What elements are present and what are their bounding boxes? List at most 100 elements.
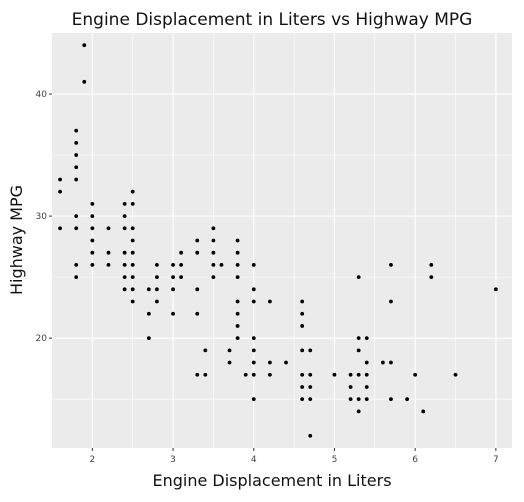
data-point [251, 336, 256, 341]
data-point [332, 372, 337, 377]
data-point [130, 226, 135, 231]
data-point [211, 238, 216, 243]
data-point [308, 385, 313, 389]
data-point [251, 348, 256, 353]
data-point [364, 385, 369, 389]
data-point [74, 226, 79, 231]
data-point [74, 165, 79, 170]
data-point [348, 385, 353, 389]
x-tick-label: 6 [412, 455, 418, 465]
data-point [106, 250, 111, 255]
data-point [356, 397, 361, 402]
data-point [74, 140, 79, 145]
data-point [122, 214, 127, 218]
data-point [308, 397, 313, 402]
data-point [453, 372, 458, 377]
data-point [122, 287, 127, 292]
data-point [251, 287, 256, 292]
data-points [58, 43, 498, 438]
data-point [90, 226, 95, 231]
data-point [227, 360, 232, 365]
data-point [211, 263, 216, 267]
data-point [155, 287, 159, 292]
y-axis-ticks: 20 30 40 [36, 90, 52, 344]
data-point [429, 263, 434, 267]
data-point [413, 372, 418, 377]
data-point [155, 275, 159, 280]
x-tick-label: 4 [251, 455, 257, 465]
data-point [195, 287, 200, 292]
data-point [356, 409, 361, 414]
data-point [211, 226, 216, 231]
data-point [235, 275, 240, 280]
data-point [203, 372, 208, 377]
data-point [300, 348, 305, 353]
data-point [58, 177, 62, 182]
data-point [74, 153, 79, 157]
data-point [235, 324, 240, 328]
data-point [155, 299, 159, 304]
data-point [251, 372, 256, 377]
data-point [203, 348, 208, 353]
data-point [130, 263, 135, 267]
data-point [364, 336, 369, 341]
data-point [155, 263, 159, 267]
data-point [74, 177, 79, 182]
data-point [130, 287, 135, 292]
data-point [235, 299, 240, 304]
data-point [90, 214, 95, 218]
data-point [171, 311, 175, 316]
data-point [356, 275, 361, 280]
x-tick-label: 7 [493, 455, 499, 465]
data-point [74, 263, 79, 267]
data-point [429, 275, 434, 280]
data-point [300, 397, 305, 402]
data-point [348, 372, 353, 377]
data-point [90, 238, 95, 243]
data-point [389, 397, 393, 402]
data-point [195, 250, 200, 255]
data-point [267, 360, 272, 365]
data-point [130, 275, 135, 280]
y-tick-label: 20 [36, 334, 48, 344]
data-point [74, 214, 79, 218]
data-point [195, 311, 200, 316]
data-point [146, 287, 151, 292]
data-point [235, 250, 240, 255]
data-point [122, 263, 127, 267]
data-point [179, 250, 184, 255]
data-point [267, 372, 272, 377]
data-point [171, 275, 175, 280]
data-point [251, 397, 256, 402]
data-point [421, 409, 426, 414]
data-point [58, 226, 62, 231]
data-point [171, 287, 175, 292]
minor-gridlines [52, 33, 512, 448]
data-point [90, 201, 95, 206]
data-point [364, 397, 369, 402]
x-tick-label: 2 [89, 455, 95, 465]
data-point [284, 360, 288, 365]
data-point [195, 372, 200, 377]
data-point [146, 311, 151, 316]
chart-title: Engine Displacement in Liters vs Highway… [72, 10, 473, 30]
data-point [251, 360, 256, 365]
data-point [493, 287, 498, 292]
data-point [356, 372, 361, 377]
data-point [308, 433, 313, 438]
data-point [235, 263, 240, 267]
data-point [235, 336, 240, 341]
data-point [364, 372, 369, 377]
data-point [146, 336, 151, 341]
y-axis-title: Highway MPG [7, 185, 26, 295]
data-point [130, 189, 135, 194]
data-point [74, 275, 79, 280]
data-point [179, 275, 184, 280]
data-point [211, 250, 216, 255]
data-point [82, 43, 87, 48]
data-point [227, 348, 232, 353]
data-point [130, 238, 135, 243]
data-point [90, 263, 95, 267]
data-point [308, 372, 313, 377]
